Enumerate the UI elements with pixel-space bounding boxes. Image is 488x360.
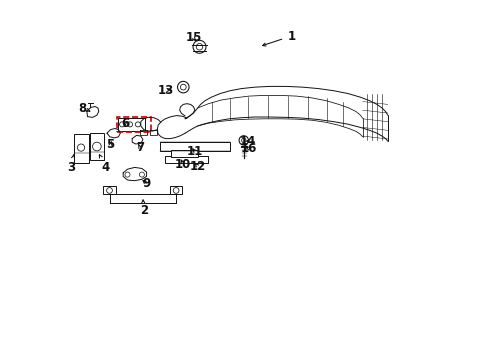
Bar	[170, 150, 197, 157]
Bar	[117, 117, 151, 132]
Bar	[73, 134, 88, 163]
Bar	[103, 186, 116, 194]
Text: 14: 14	[240, 135, 256, 148]
Text: 9: 9	[142, 177, 150, 190]
Text: 3: 3	[67, 155, 75, 174]
Text: 10: 10	[175, 158, 191, 171]
Text: 11: 11	[186, 145, 203, 158]
Text: 2: 2	[140, 200, 147, 217]
Bar	[169, 186, 182, 194]
Text: 5: 5	[106, 138, 115, 151]
Bar	[160, 142, 230, 151]
Text: 13: 13	[158, 84, 174, 96]
Bar	[164, 156, 208, 163]
Text: 15: 15	[185, 31, 201, 44]
Text: 12: 12	[189, 160, 205, 173]
Text: 4: 4	[99, 155, 110, 174]
Bar	[89, 133, 104, 160]
Text: 16: 16	[240, 142, 257, 155]
Text: 7: 7	[136, 141, 144, 154]
Bar	[118, 118, 144, 131]
Text: 8: 8	[78, 102, 90, 114]
Text: 6: 6	[121, 117, 129, 130]
Text: 1: 1	[262, 30, 295, 46]
